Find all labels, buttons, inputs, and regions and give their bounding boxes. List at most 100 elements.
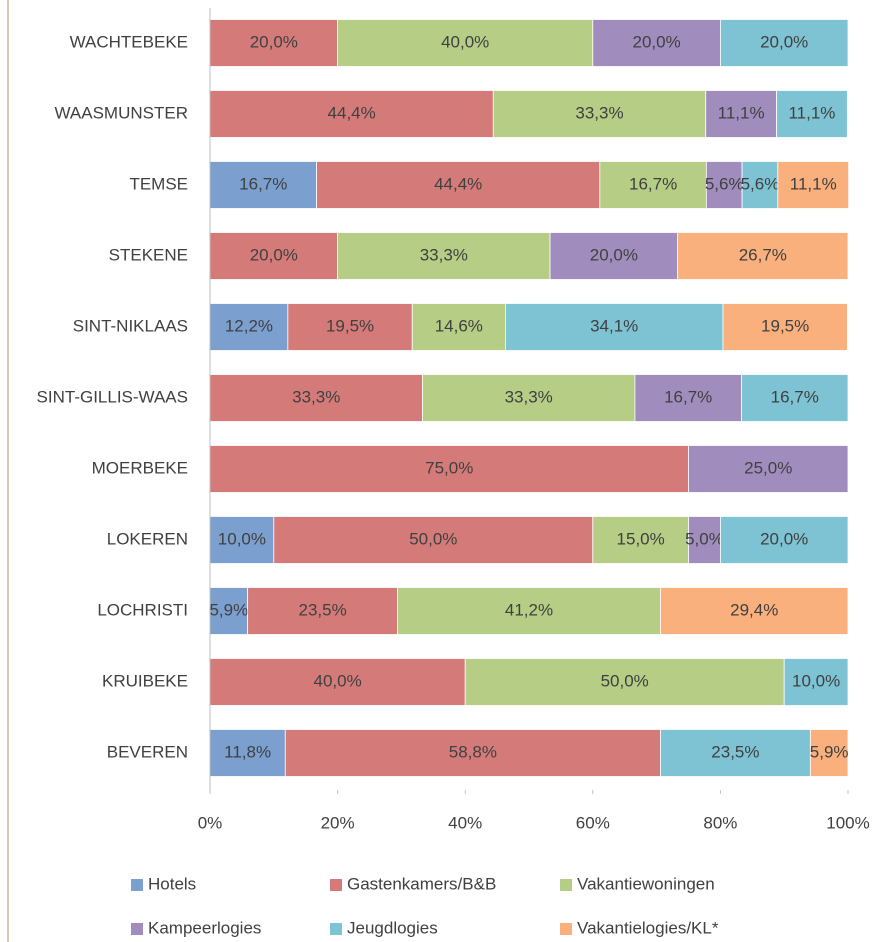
bar-segment (492, 90, 707, 138)
legend-swatch (131, 879, 143, 891)
bar-segment (741, 161, 779, 209)
data-label: 23,5% (711, 742, 759, 761)
data-label: 44,4% (434, 174, 482, 193)
data-label: 5,9% (810, 742, 849, 761)
data-label: 33,3% (575, 103, 623, 122)
y-tick-label: TEMSE (129, 174, 188, 193)
bar-segment (464, 658, 785, 706)
y-tick-label: WAASMUNSTER (55, 103, 189, 122)
data-label: 16,7% (771, 387, 819, 406)
legend-swatch (330, 923, 342, 935)
data-label: 19,5% (326, 316, 374, 335)
data-label: 41,2% (505, 600, 553, 619)
bar-segment (209, 232, 338, 280)
bar-segment (599, 161, 707, 209)
bar-segment (411, 303, 506, 351)
data-label: 25,0% (744, 458, 792, 477)
legend-swatch (131, 923, 143, 935)
bar-segment (209, 19, 338, 67)
legend-label: Vakantiewoningen (577, 874, 715, 893)
y-tick-label: KRUIBEKE (102, 671, 188, 690)
data-label: 12,2% (225, 316, 273, 335)
data-label: 20,0% (760, 529, 808, 548)
data-label: 14,6% (435, 316, 483, 335)
x-tick-label: 40% (448, 813, 482, 832)
data-label: 33,3% (505, 387, 553, 406)
y-tick-label: BEVEREN (107, 742, 188, 761)
data-label: 16,7% (664, 387, 712, 406)
y-tick-label: SINT-GILLIS-WAAS (37, 387, 188, 406)
bar-segment (549, 232, 679, 280)
y-tick-label: MOERBEKE (92, 458, 188, 477)
data-label: 16,7% (629, 174, 677, 193)
bar-segment (776, 90, 848, 138)
data-label: 11,1% (790, 174, 837, 193)
data-label: 58,8% (449, 742, 497, 761)
bar-segment (316, 161, 601, 209)
bar-segment (688, 445, 849, 493)
data-label: 19,5% (761, 316, 809, 335)
data-label: 20,0% (250, 32, 298, 51)
data-label: 44,4% (328, 103, 376, 122)
data-label: 20,0% (760, 32, 808, 51)
bar-segment (688, 516, 721, 564)
data-label: 33,3% (420, 245, 468, 264)
bar-segment (777, 161, 850, 209)
data-label: 33,3% (292, 387, 340, 406)
data-label: 75,0% (425, 458, 473, 477)
data-label: 10,0% (792, 671, 840, 690)
bar-segment (422, 374, 636, 422)
data-label: 11,1% (718, 103, 765, 122)
data-label: 23,5% (299, 600, 347, 619)
data-label: 5,6% (705, 174, 744, 193)
y-tick-label: WACHTEBEKE (70, 32, 188, 51)
bar-segment (720, 516, 849, 564)
data-label: 16,7% (239, 174, 287, 193)
x-tick-label: 0% (198, 813, 223, 832)
legend-label: Vakantielogies/KL* (577, 918, 719, 937)
bar-segment (783, 658, 849, 706)
x-tick-label: 20% (321, 813, 355, 832)
data-label: 5,9% (209, 600, 248, 619)
bar-segment (722, 303, 848, 351)
data-label: 15,0% (617, 529, 665, 548)
data-label: 50,0% (601, 671, 649, 690)
bar-segment (209, 516, 275, 564)
y-tick-label: STEKENE (109, 245, 188, 264)
x-tick-label: 100% (826, 813, 869, 832)
bar-segment (741, 374, 849, 422)
bar-segment (720, 19, 849, 67)
data-label: 50,0% (409, 529, 457, 548)
bar-segment (209, 587, 249, 635)
x-tick-label: 60% (576, 813, 610, 832)
legend-label: Gastenkamers/B&B (347, 874, 496, 893)
bar-segment (592, 516, 689, 564)
bar-segment (660, 729, 811, 777)
legend-label: Kampeerlogies (148, 918, 261, 937)
data-label: 29,4% (730, 600, 778, 619)
bar-segment (397, 587, 661, 635)
bar-segment (287, 303, 413, 351)
data-label: 40,0% (313, 671, 361, 690)
data-label: 40,0% (441, 32, 489, 51)
y-tick-label: SINT-NIKLAAS (73, 316, 188, 335)
bar-segment (677, 232, 849, 280)
y-tick-label: LOKEREN (107, 529, 188, 548)
data-label: 11,8% (224, 742, 271, 761)
bar-segment (592, 19, 721, 67)
y-tick-label: LOCHRISTI (97, 600, 188, 619)
bar-segment (809, 729, 849, 777)
bar-segment (209, 445, 689, 493)
data-label: 20,0% (632, 32, 680, 51)
data-label: 11,1% (788, 103, 835, 122)
legend-label: Jeugdlogies (347, 918, 438, 937)
data-label: 34,1% (590, 316, 638, 335)
bar-segment (634, 374, 742, 422)
bar-segment (273, 516, 594, 564)
bar-segment (209, 374, 423, 422)
legend-swatch (560, 879, 572, 891)
legend-label: Hotels (148, 874, 196, 893)
bar-segment (247, 587, 398, 635)
x-tick-label: 80% (703, 813, 737, 832)
